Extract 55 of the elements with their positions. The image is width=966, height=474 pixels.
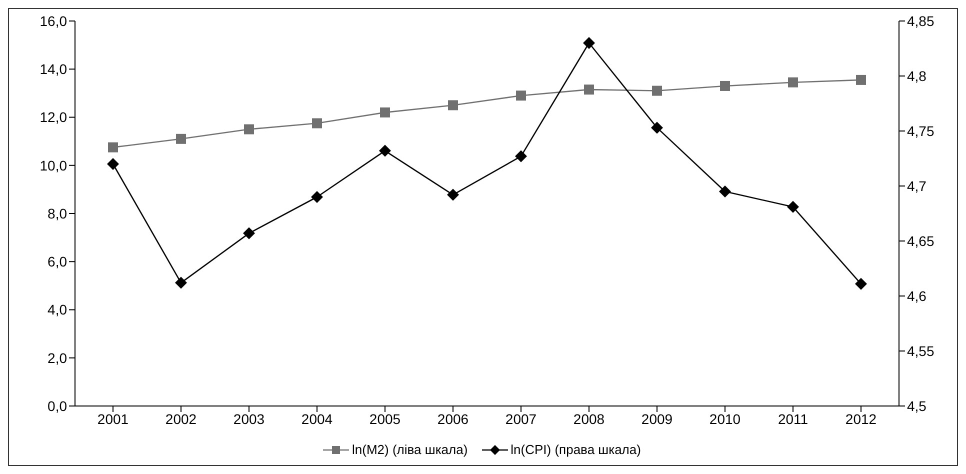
point <box>855 278 867 290</box>
point <box>787 200 799 213</box>
y-tick-label: 10,0 <box>40 157 68 174</box>
legend-label: ln(CPI) (права шкала) <box>510 442 641 457</box>
y-tick-label: 14,0 <box>40 61 68 78</box>
x-tick-label: 2002 <box>165 410 197 427</box>
x-tick-label: 2004 <box>301 410 333 427</box>
y-tick-label: 0,0 <box>48 398 68 414</box>
point <box>107 158 119 170</box>
y2-tick-label: 4,65 <box>907 232 934 249</box>
y2-tick-label: 4,8 <box>907 68 927 84</box>
x-tick-label: 2010 <box>709 410 741 427</box>
point <box>380 107 390 118</box>
y2-tick-label: 4,75 <box>907 122 934 139</box>
x-tick-label: 2006 <box>437 410 469 427</box>
legend-label: ln(M2) (ліва шкала) <box>352 442 468 457</box>
point <box>379 144 391 157</box>
y-tick-label: 6,0 <box>48 254 68 270</box>
x-tick-label: 2009 <box>641 410 673 427</box>
point <box>652 86 662 96</box>
y2-tick-label: 4,6 <box>907 288 927 304</box>
point <box>583 37 595 49</box>
x-tick-label: 2011 <box>778 410 808 427</box>
point <box>651 122 663 134</box>
y-tick-label: 8,0 <box>48 205 68 222</box>
point <box>244 124 254 134</box>
point <box>311 191 323 203</box>
point <box>176 134 186 144</box>
x-tick-label: 2001 <box>97 410 129 427</box>
x-tick-label: 2012 <box>845 410 877 427</box>
y-tick-label: 12,0 <box>40 109 68 126</box>
point <box>243 227 255 240</box>
point <box>788 77 798 88</box>
x-tick-label: 2005 <box>369 410 401 427</box>
y2-tick-label: 4,7 <box>907 178 927 194</box>
x-tick-label: 2003 <box>233 410 265 427</box>
point <box>856 74 866 85</box>
point <box>515 150 527 162</box>
y2-tick-label: 4,85 <box>907 12 934 29</box>
point <box>175 276 187 289</box>
point <box>719 186 731 198</box>
point <box>447 188 459 201</box>
point <box>516 90 526 101</box>
point <box>312 118 322 128</box>
x-tick-label: 2007 <box>505 410 537 427</box>
point <box>108 142 118 152</box>
y-tick-label: 16,0 <box>40 12 68 29</box>
x-tick-label: 2008 <box>573 410 605 427</box>
y2-tick-label: 4,55 <box>907 342 934 359</box>
point <box>584 84 594 95</box>
y-tick-label: 2,0 <box>48 350 68 366</box>
y2-tick-label: 4,5 <box>907 398 927 414</box>
point <box>448 100 458 110</box>
point <box>720 80 730 91</box>
y-tick-label: 4,0 <box>48 302 68 318</box>
